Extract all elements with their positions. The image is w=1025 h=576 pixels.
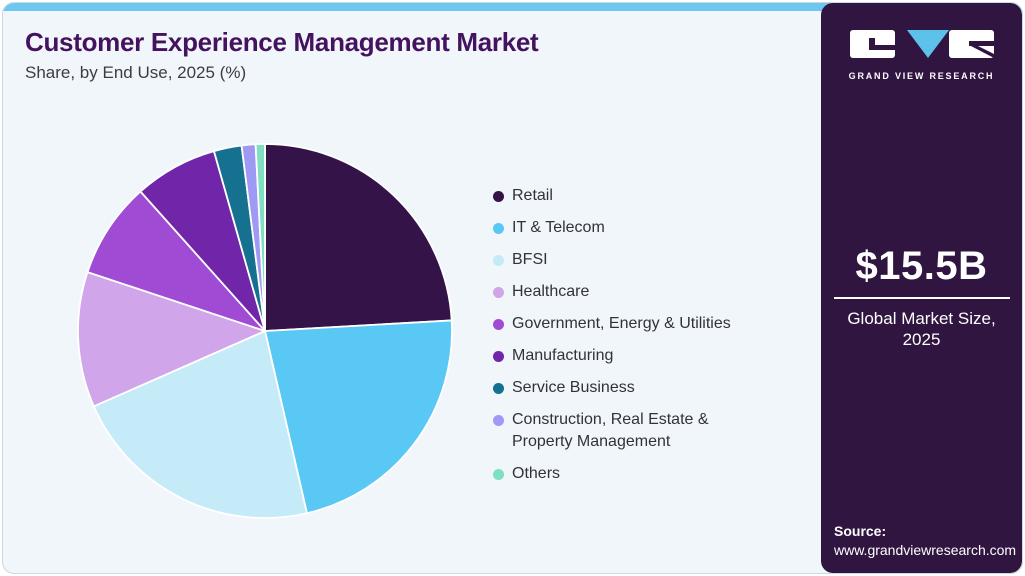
legend-label: Healthcare <box>512 283 590 300</box>
source-label: Source: <box>834 523 887 539</box>
legend-item: Construction, Real Estate & Property Man… <box>493 409 755 453</box>
legend-swatch-icon <box>493 254 504 266</box>
pie-slice <box>264 319 453 515</box>
legend-swatch-icon <box>493 382 504 394</box>
top-accent-strip <box>3 3 1022 11</box>
pie-slice <box>92 330 308 519</box>
pie-chart <box>77 143 453 519</box>
market-size-block: $15.5B Global Market Size, 2025 <box>821 244 1022 350</box>
legend-swatch-icon <box>493 350 504 362</box>
header: Customer Experience Management Market Sh… <box>25 27 539 83</box>
legend-swatch-icon <box>493 414 504 426</box>
legend-label: BFSI <box>512 251 548 268</box>
legend-label: Manufacturing <box>512 347 614 364</box>
legend-item: Manufacturing <box>493 345 755 367</box>
legend-label: Government, Energy & Utilities <box>512 315 731 332</box>
chart-legend: Retail IT & Telecom BFSI Healthcare Governme… <box>493 185 755 495</box>
page-title: Customer Experience Management Market <box>25 27 539 57</box>
source-block: Source: www.grandviewresearch.com <box>834 522 1016 560</box>
legend-swatch-icon <box>493 190 504 202</box>
market-size-label-line1: Global Market Size, <box>847 309 996 328</box>
pie-slice <box>77 271 266 408</box>
legend-item: Healthcare <box>493 281 755 303</box>
legend-swatch-icon <box>493 286 504 298</box>
market-size-label-line2: 2025 <box>902 330 941 349</box>
legend-item: IT & Telecom <box>493 217 755 239</box>
market-size-value: $15.5B <box>855 244 988 288</box>
legend-label: Others <box>512 465 561 482</box>
pie-slice <box>86 190 266 332</box>
market-size-divider <box>833 297 1010 299</box>
legend-item: Service Business <box>493 377 755 399</box>
pie-slice <box>264 143 453 332</box>
source-url: www.grandviewresearch.com <box>834 542 1017 558</box>
page-subtitle: Share, by End Use, 2025 (%) <box>25 63 247 82</box>
brand-name: GRAND VIEW RESEARCH <box>848 71 995 81</box>
brand-sidebar: GRAND VIEW RESEARCH $15.5B Global Market… <box>821 3 1022 573</box>
legend-swatch-icon <box>493 222 504 234</box>
gvr-logo-icon <box>849 30 994 58</box>
gvr-logo: GRAND VIEW RESEARCH <box>821 29 1022 81</box>
legend-label: Retail <box>512 187 553 204</box>
legend-label: Service Business <box>512 379 635 396</box>
legend-item: Government, Energy & Utilities <box>493 313 755 335</box>
legend-swatch-icon <box>493 468 504 480</box>
legend-item: Others <box>493 463 755 485</box>
pie-slice <box>254 143 266 332</box>
legend-label: IT & Telecom <box>512 219 605 236</box>
legend-item: BFSI <box>493 249 755 271</box>
legend-label: Construction, Real Estate & Property Man… <box>512 411 709 450</box>
market-size-label: Global Market Size, 2025 <box>821 308 1022 350</box>
legend-item: Retail <box>493 185 755 207</box>
legend-swatch-icon <box>493 318 504 330</box>
